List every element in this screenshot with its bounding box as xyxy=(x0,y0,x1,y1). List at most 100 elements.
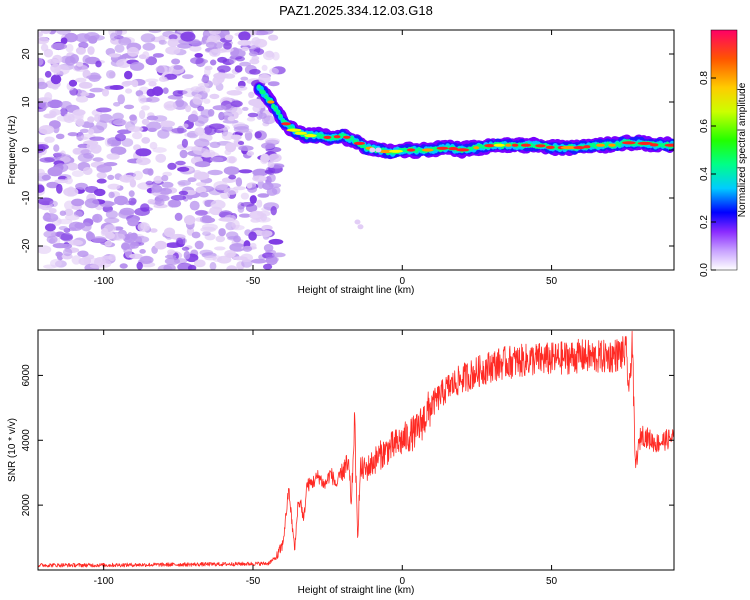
spectrogram-xlabel: Height of straight line (km) xyxy=(298,285,415,296)
y-tick-label: -20 xyxy=(21,238,32,253)
ridge-hotspot xyxy=(573,146,585,150)
noise-blob xyxy=(228,156,236,164)
noise-blob xyxy=(184,146,196,151)
noise-blob xyxy=(114,44,125,53)
noise-blob xyxy=(252,168,269,177)
ridge-hotspot xyxy=(456,148,470,152)
ridge-segment xyxy=(281,118,285,123)
ridge-hotspot xyxy=(535,144,546,148)
noise-blob xyxy=(187,114,199,123)
noise-blob xyxy=(195,182,207,187)
snr-frame xyxy=(37,329,675,571)
noise-blob xyxy=(71,110,85,119)
noise-blob xyxy=(261,142,276,150)
noise-blob xyxy=(222,119,239,124)
noise-blob xyxy=(217,56,228,63)
noise-blob xyxy=(263,50,275,61)
noise-blob xyxy=(130,115,138,125)
noise-blob xyxy=(216,73,225,84)
noise-blob xyxy=(92,157,104,162)
noise-blob xyxy=(88,128,95,135)
noise-blob xyxy=(170,194,187,201)
noise-blob xyxy=(121,81,131,87)
noise-blob xyxy=(44,223,56,232)
noise-blob xyxy=(214,246,226,251)
noise-blob xyxy=(226,90,243,96)
noise-blob xyxy=(177,262,193,270)
ridge-hotspot xyxy=(637,141,653,145)
noise-blob xyxy=(231,107,243,116)
noise-blob xyxy=(121,242,130,251)
noise-blob xyxy=(369,147,376,153)
noise-blob xyxy=(178,190,189,196)
colorbar-tick-label: 0.0 xyxy=(699,263,710,277)
noise-blob xyxy=(156,65,168,74)
noise-blob xyxy=(158,39,167,45)
noise-blob xyxy=(42,213,59,223)
noise-blob xyxy=(223,166,240,176)
ridge-hotspot xyxy=(596,143,605,147)
noise-blob xyxy=(80,92,90,97)
ridge-hotspot xyxy=(649,143,659,147)
noise-blob xyxy=(161,181,174,188)
noise-blob xyxy=(183,250,191,260)
noise-blob xyxy=(60,37,68,45)
ridge-hotspot xyxy=(421,148,434,152)
noise-blob xyxy=(167,199,178,208)
noise-blob xyxy=(54,152,66,158)
ridge-hotspot xyxy=(267,100,275,104)
noise-blob xyxy=(242,245,253,252)
spectrogram-ylabel: Frequency (Hz) xyxy=(7,116,18,185)
noise-blob xyxy=(249,58,260,65)
colorbar-ticks: 0.0 0.2 0.4 0.6 0.8 xyxy=(699,71,716,277)
noise-blob xyxy=(210,59,217,66)
y-tick-label: -10 xyxy=(21,190,32,205)
noise-blob xyxy=(145,56,157,66)
noise-blob xyxy=(231,219,240,230)
noise-blob xyxy=(261,64,268,71)
ridge-segment xyxy=(658,143,662,147)
noise-blob xyxy=(165,46,181,55)
noise-blob xyxy=(141,118,150,125)
ridge-hotspot xyxy=(511,143,519,147)
noise-blob xyxy=(129,61,145,71)
noise-blob xyxy=(89,263,105,269)
noise-blob xyxy=(155,153,167,163)
noise-blob xyxy=(226,252,235,259)
noise-blob xyxy=(201,152,212,158)
noise-blob xyxy=(209,262,217,270)
noise-blob xyxy=(59,101,72,110)
noise-blob xyxy=(161,175,169,182)
noise-blob xyxy=(134,207,150,216)
x-tick-label: -50 xyxy=(246,276,261,287)
noise-blob xyxy=(163,227,176,238)
ridge-hotspot xyxy=(520,143,532,147)
noise-blob xyxy=(38,101,51,109)
noise-blob xyxy=(246,116,256,122)
noise-blob xyxy=(175,237,184,248)
noise-blob xyxy=(55,133,65,140)
noise-blob xyxy=(118,37,132,46)
ridge-hotspot xyxy=(622,141,636,145)
ridge-segment xyxy=(434,146,438,151)
noise-blob xyxy=(94,114,101,122)
noise-blob xyxy=(64,32,78,43)
noise-blob xyxy=(47,99,63,109)
noise-blob xyxy=(139,256,154,264)
ridge-segment xyxy=(417,147,421,151)
ridge-segment xyxy=(273,106,278,112)
noise-blob xyxy=(51,84,59,90)
noise-blob xyxy=(109,32,118,41)
noise-blob xyxy=(87,116,95,123)
noise-blob xyxy=(164,104,173,109)
noise-blob xyxy=(267,81,280,87)
noise-blob xyxy=(125,88,133,94)
ridge-segment xyxy=(414,148,419,153)
noise-blob xyxy=(240,253,253,263)
ridge-hotspot xyxy=(560,146,578,150)
noise-blob xyxy=(238,169,253,174)
noise-blob xyxy=(115,133,126,142)
noise-blob xyxy=(158,76,168,82)
noise-blob xyxy=(38,245,52,254)
